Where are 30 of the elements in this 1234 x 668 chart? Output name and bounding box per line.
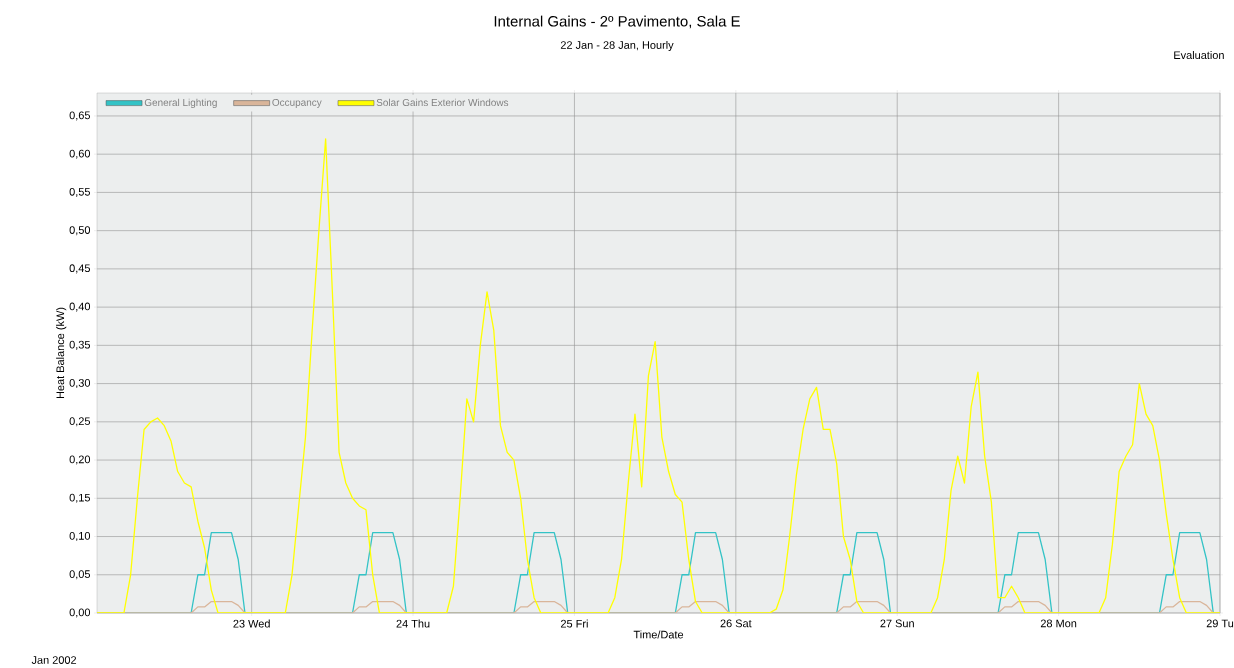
x-tick-label: 28 Mon	[1040, 619, 1077, 628]
y-tick-label: 0,25	[69, 417, 91, 427]
x-axis-title: Time/Date	[633, 630, 684, 639]
y-tick-label: 0,45	[69, 264, 91, 274]
x-tick-label: 23 Wed	[233, 619, 270, 628]
x-tick-label: 25 Fri	[560, 619, 588, 628]
legend-label: Occupancy	[272, 98, 322, 108]
chart-title: Internal Gains - 2º Pavimento, Sala E	[494, 15, 740, 29]
y-tick-label: 0,10	[69, 532, 91, 542]
y-tick-label: 0,55	[69, 187, 91, 197]
y-tick-label: 0,15	[69, 493, 91, 503]
y-tick-label: 0,40	[69, 302, 91, 312]
y-tick-label: 0,20	[69, 455, 91, 465]
legend-label: Solar Gains Exterior Windows	[376, 98, 509, 107]
x-tick-label: 26 Sat	[720, 619, 752, 628]
x-tick-label: 27 Sun	[880, 619, 914, 628]
text: Jan 2002	[31, 656, 77, 664]
y-tick-label: 0,00	[69, 608, 91, 618]
x-tick-label: 29 Tu	[1206, 619, 1234, 628]
y-axis-title: Heat Balance (kW)	[56, 307, 67, 399]
y-tick-label: 0,65	[69, 111, 91, 121]
y-tick-label: 0,60	[69, 149, 91, 159]
legend-label: General Lighting	[144, 98, 217, 109]
y-tick-label: 0,05	[69, 570, 91, 580]
y-tick-label: 0,50	[69, 226, 91, 236]
y-tick-label: 0,30	[69, 379, 91, 389]
chart-subtitle: 22 Jan - 28 Jan, Hourly	[560, 40, 674, 52]
text: Evaluation	[1174, 50, 1224, 60]
x-tick-label: 24 Thu	[396, 619, 430, 628]
y-tick-label: 0,35	[69, 340, 91, 350]
